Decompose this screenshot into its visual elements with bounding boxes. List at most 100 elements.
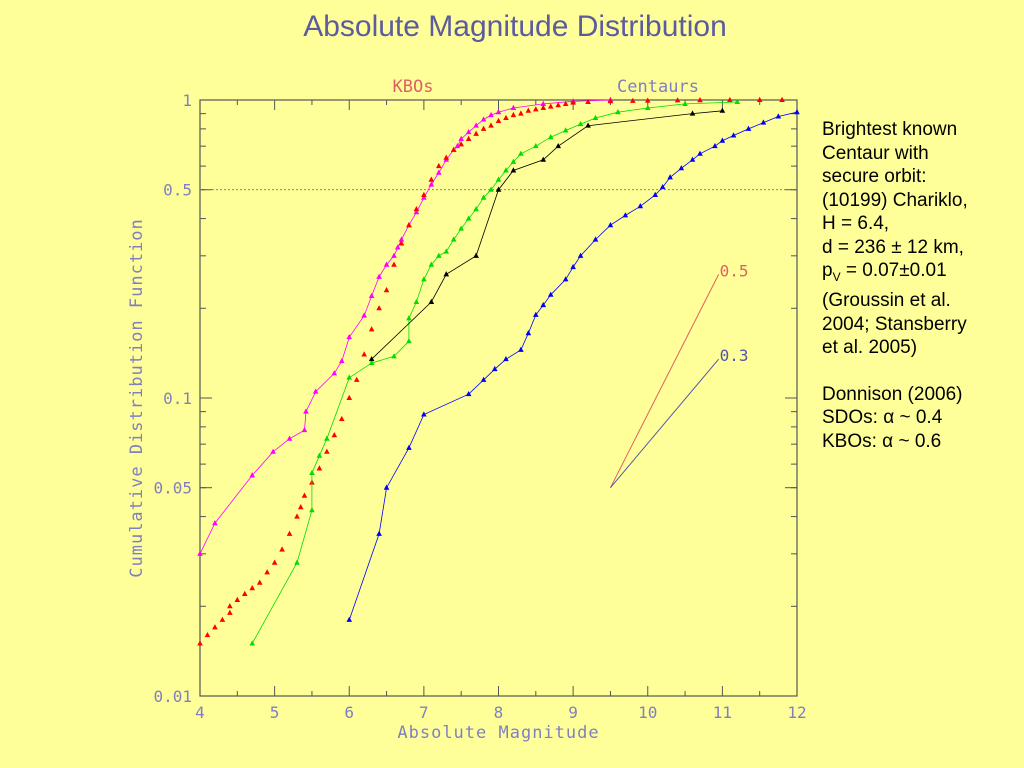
data-point: [443, 248, 450, 254]
series-line: [371, 110, 723, 360]
data-point: [406, 315, 412, 321]
data-point: [637, 203, 644, 209]
data-point: [398, 240, 405, 246]
data-point: [465, 390, 472, 397]
data-point: [518, 150, 524, 156]
data-point: [465, 135, 472, 141]
data-point: [779, 96, 785, 102]
data-point: [241, 590, 248, 596]
data-point: [368, 359, 375, 366]
data-point: [465, 128, 472, 135]
data-point: [491, 365, 498, 372]
data-point: [368, 355, 375, 362]
data-point: [361, 351, 367, 357]
data-point: [547, 291, 554, 297]
data-point: [510, 111, 517, 118]
data-point: [730, 132, 737, 138]
data-point: [443, 154, 450, 160]
x-tick-label: 6: [344, 703, 354, 722]
data-point: [697, 97, 703, 103]
data-point: [338, 357, 345, 364]
data-point: [592, 114, 599, 121]
y-tick-label: 0.1: [163, 389, 192, 408]
data-point: [734, 98, 741, 104]
data-point: [644, 97, 651, 103]
data-point: [712, 142, 718, 149]
data-point: [346, 616, 353, 622]
data-point: [480, 125, 487, 131]
data-point: [227, 609, 233, 615]
data-point: [719, 137, 726, 143]
data-point: [756, 96, 763, 102]
side-note-line: d = 236 ± 12 km,: [822, 236, 964, 258]
data-point: [324, 448, 330, 454]
side-note-line: Donnison (2006): [822, 383, 963, 405]
data-point: [450, 236, 457, 242]
data-point: [450, 146, 457, 152]
side-note-line: (Groussin et al.: [822, 290, 951, 312]
data-point: [346, 333, 353, 340]
data-point: [503, 167, 509, 173]
data-point: [443, 271, 450, 277]
data-point: [458, 225, 464, 231]
data-point: [406, 444, 412, 450]
x-axis-label: Absolute Magnitude: [397, 723, 599, 743]
data-point: [473, 206, 479, 212]
albedo-line: pV = 0.07±0.01: [822, 259, 1022, 289]
data-point: [510, 158, 517, 164]
data-point: [309, 507, 315, 513]
data-point: [398, 236, 405, 242]
data-point: [510, 104, 517, 111]
data-point: [421, 276, 427, 282]
slope-line: [609, 274, 720, 488]
side-note-gap: [822, 360, 1022, 383]
data-point: [652, 191, 659, 197]
side-note-line: (10199) Chariklo,: [822, 189, 968, 211]
data-point: [540, 100, 547, 106]
data-point: [488, 122, 494, 128]
data-point: [413, 298, 420, 304]
data-point: [376, 530, 382, 536]
data-point: [234, 596, 241, 602]
data-point: [286, 435, 293, 441]
data-point: [562, 276, 569, 282]
data-point: [659, 183, 666, 190]
data-point: [428, 261, 435, 267]
data-point: [775, 113, 782, 119]
data-point: [592, 236, 599, 242]
data-point: [368, 326, 375, 332]
data-point: [570, 263, 576, 270]
data-point: [555, 102, 561, 108]
data-point: [301, 426, 308, 433]
y-tick-label: 0.05: [153, 479, 192, 498]
data-point: [727, 96, 733, 103]
data-point: [525, 107, 532, 113]
data-point: [473, 122, 479, 128]
data-point: [279, 546, 285, 552]
data-point: [227, 603, 233, 609]
data-point: [312, 388, 319, 394]
data-point: [495, 109, 502, 115]
data-point: [794, 109, 800, 115]
side-note-line: SDOs: α ~ 0.4: [822, 407, 943, 429]
data-point: [644, 104, 651, 111]
data-point: [607, 98, 614, 104]
data-point: [391, 353, 397, 359]
data-point: [413, 206, 420, 212]
data-point: [331, 370, 338, 376]
data-point: [197, 640, 203, 646]
data-point: [436, 252, 442, 258]
y-tick-label: 0.5: [163, 181, 192, 200]
data-point: [510, 167, 517, 173]
data-point: [547, 103, 554, 109]
data-point: [473, 252, 479, 258]
x-tick-label: 5: [270, 703, 280, 722]
data-point: [353, 376, 360, 382]
data-point: [547, 134, 554, 140]
data-point: [346, 374, 353, 380]
side-note-line: et al. 2005): [822, 337, 918, 359]
side-note-line: Brightest known: [822, 119, 958, 140]
slope-label: 0.3: [720, 346, 749, 365]
centaurs-group-label: Centaurs: [617, 77, 699, 97]
data-point: [540, 104, 547, 111]
